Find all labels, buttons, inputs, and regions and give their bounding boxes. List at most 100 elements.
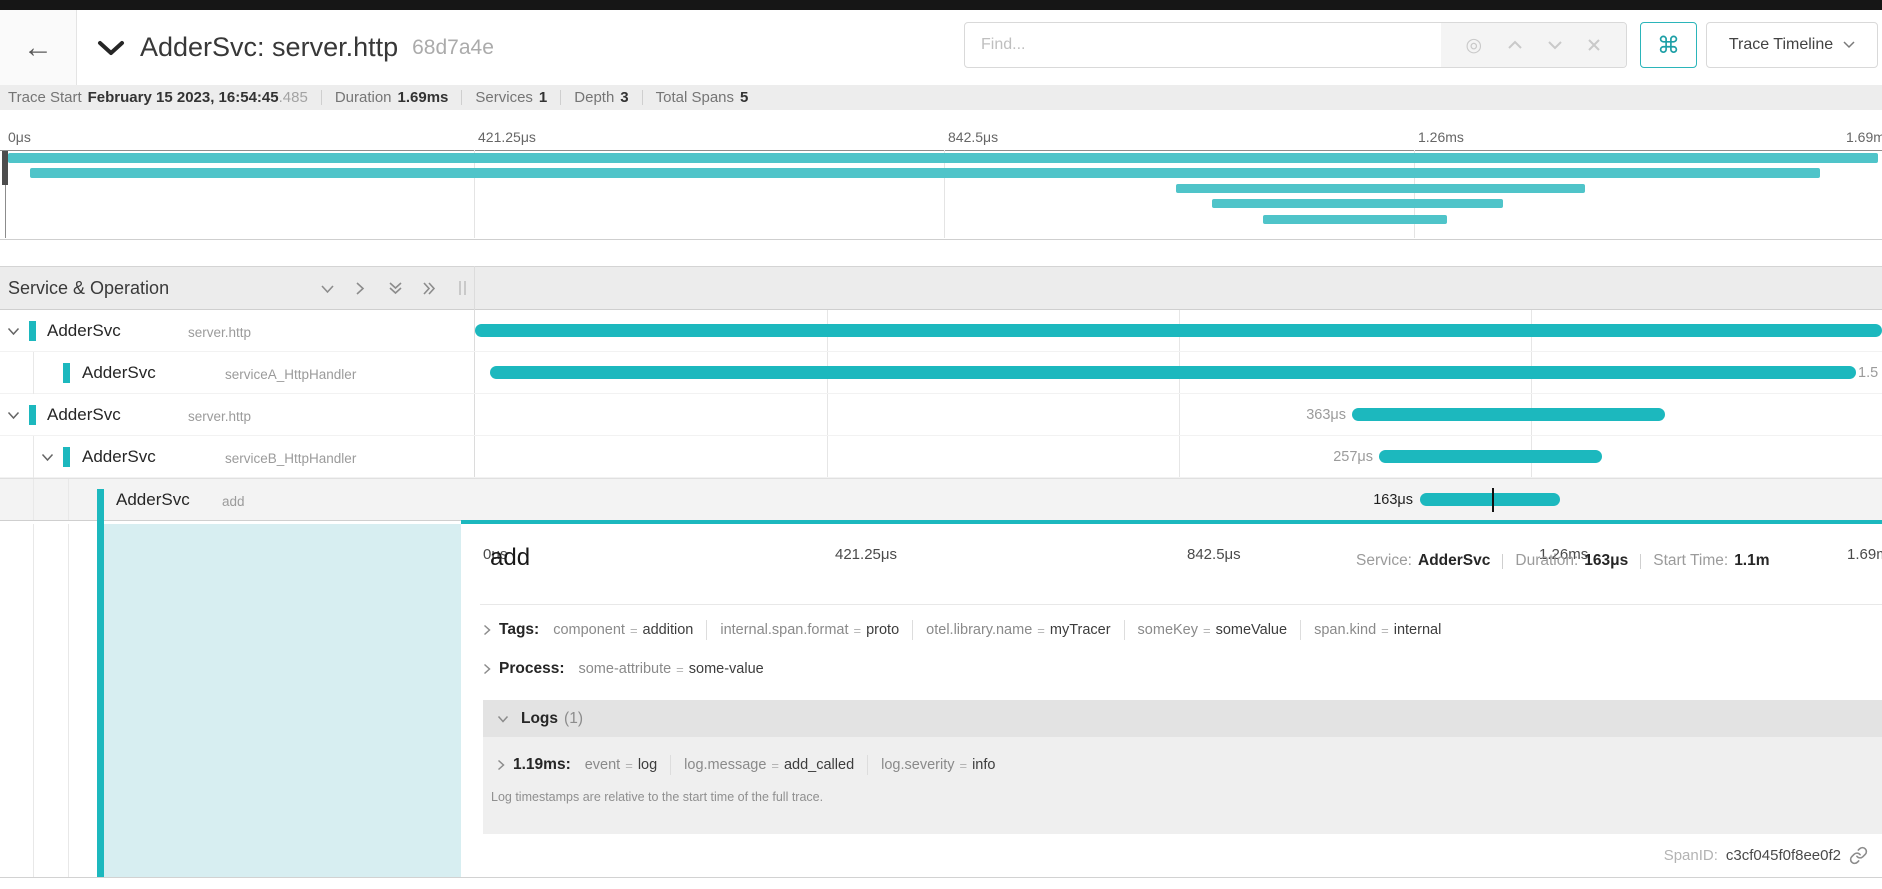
minimap-gridline — [944, 150, 945, 238]
collapse-one-icon[interactable] — [320, 267, 335, 310]
tag-value: internal — [1393, 622, 1442, 638]
equals-sign: = — [1203, 622, 1211, 638]
find-next-icon[interactable] — [1547, 40, 1563, 50]
tag-item: span.kind = internal — [1314, 622, 1441, 638]
column-resizer-handle[interactable] — [459, 281, 469, 295]
copy-link-icon[interactable] — [1849, 846, 1868, 865]
keyboard-shortcuts-button[interactable]: ⌘ — [1640, 22, 1697, 68]
service-color-block — [63, 447, 70, 467]
tags-row[interactable]: Tags: component = addition internal.span… — [483, 620, 1441, 640]
span-bar[interactable] — [1379, 450, 1602, 463]
selected-span-indent-panel — [104, 524, 461, 877]
span-row-server-http-1[interactable]: AdderSvc server.http — [0, 310, 1882, 352]
process-item: some-attribute = some-value — [578, 661, 763, 677]
trace-start-value: February 15 2023, 16:54:45 — [87, 89, 279, 106]
minimap-canvas[interactable] — [0, 150, 1882, 240]
span-service: AdderSvc — [82, 447, 156, 466]
tag-value: someValue — [1215, 622, 1288, 638]
timeline-tick: 842.5μs — [1187, 546, 1241, 563]
span-bar[interactable] — [1420, 493, 1560, 506]
duration-label: Duration — [334, 89, 392, 106]
span-duration-label: 163μs — [1373, 492, 1413, 508]
find-bar: ◎ — [964, 22, 1627, 68]
log-field: log.severity = info — [881, 757, 995, 773]
equals-sign: = — [625, 757, 633, 773]
expand-all-icon[interactable] — [422, 267, 437, 310]
divider — [1502, 553, 1504, 569]
find-prev-icon[interactable] — [1507, 40, 1523, 50]
logs-count: (1) — [564, 709, 583, 727]
equals-sign: = — [629, 622, 638, 638]
chevron-right-icon — [483, 663, 491, 675]
minimap-span-bar — [8, 153, 1878, 163]
find-input[interactable] — [965, 23, 1441, 67]
tree-guide-line — [33, 524, 34, 877]
minimap-span-bar — [1212, 199, 1503, 208]
tag-key: component — [553, 622, 625, 638]
equals-sign: = — [853, 622, 862, 638]
trace-id-short: 68d7a4e — [412, 35, 494, 59]
logs-header[interactable]: Logs (1) — [483, 700, 1882, 737]
span-row-serviceA[interactable]: AdderSvc serviceA_HttpHandler 1.5 — [0, 352, 1882, 394]
back-arrow-icon: ← — [23, 30, 53, 64]
view-selector-label: Trace Timeline — [1728, 36, 1834, 53]
collapse-all-icon[interactable] — [388, 267, 403, 310]
selected-span-color-bar — [97, 489, 104, 877]
minimap-scrubber-handle[interactable] — [2, 151, 8, 185]
divider — [1123, 620, 1125, 640]
chevron-down-icon[interactable] — [7, 411, 20, 420]
chevron-down-icon[interactable] — [7, 327, 20, 336]
span-operation: add — [222, 494, 245, 509]
span-bar[interactable] — [475, 324, 1882, 337]
tag-key: otel.library.name — [926, 622, 1033, 638]
expand-one-icon[interactable] — [355, 267, 365, 310]
minimap-tick: 1.69ms — [1846, 129, 1882, 145]
span-row-server-http-2[interactable]: AdderSvc server.http 363μs — [0, 394, 1882, 436]
tag-item: someKey = someValue — [1138, 622, 1288, 638]
log-marker[interactable] — [1492, 488, 1494, 512]
span-operation: server.http — [188, 409, 252, 424]
locate-icon[interactable]: ◎ — [1465, 34, 1483, 56]
process-key: some-attribute — [578, 661, 672, 677]
services-label: Services — [475, 89, 533, 106]
process-row[interactable]: Process: some-attribute = some-value — [483, 660, 764, 678]
duration-label: Duration: — [1515, 552, 1579, 569]
service-label: Service: — [1356, 552, 1412, 569]
collapse-trace-chevron-icon[interactable] — [96, 39, 126, 57]
chevron-down-icon — [1843, 41, 1855, 49]
log-key: log.severity — [881, 757, 955, 773]
span-bar[interactable] — [1352, 408, 1665, 421]
span-row-serviceB[interactable]: AdderSvc serviceB_HttpHandler 257μs — [0, 436, 1882, 478]
span-id-row: SpanID: c3cf045f0f8ee0f2 — [1664, 846, 1868, 865]
span-service: AdderSvc — [82, 363, 156, 382]
minimap-span-bar — [1176, 184, 1585, 193]
tag-key: span.kind — [1314, 622, 1377, 638]
total-spans-label: Total Spans — [655, 89, 735, 106]
log-value: log — [637, 757, 658, 773]
view-selector-dropdown[interactable]: Trace Timeline — [1706, 22, 1878, 68]
span-row-add-selected[interactable]: AdderSvc add 163μs — [0, 478, 1882, 521]
log-entry-row[interactable]: 1.19ms: event = log log.message = add_ca… — [497, 755, 1882, 775]
log-value: add_called — [783, 757, 855, 773]
log-value: info — [972, 757, 996, 773]
timeline-tick: 0μs — [483, 546, 508, 563]
minimap-span-bar — [1263, 215, 1447, 224]
duration-value: 163μs — [1584, 552, 1629, 569]
span-bar[interactable] — [490, 366, 1856, 379]
equals-sign: = — [676, 661, 684, 677]
timeline-gridline — [827, 310, 828, 520]
start-time-label: Start Time: — [1653, 552, 1729, 569]
chevron-down-icon[interactable] — [41, 453, 54, 462]
find-clear-icon[interactable] — [1587, 38, 1601, 52]
divider — [1640, 553, 1642, 569]
service-color-block — [29, 405, 36, 425]
minimap-tick: 421.25μs — [478, 129, 536, 145]
trace-title-block: AdderSvc: server.http 68d7a4e — [96, 10, 494, 85]
divider — [912, 620, 914, 640]
log-key: event — [584, 757, 621, 773]
back-button[interactable]: ← — [0, 10, 77, 85]
service-value: AdderSvc — [1418, 552, 1491, 569]
service-color-block — [29, 321, 36, 341]
timeline-tick: 1.26ms — [1539, 546, 1589, 563]
